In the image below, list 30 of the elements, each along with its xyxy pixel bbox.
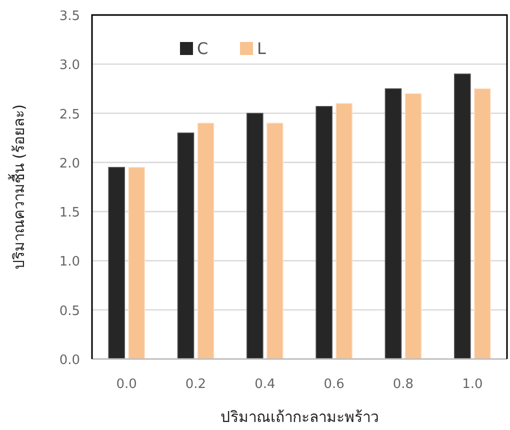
x-tick-label: 0.0	[116, 377, 137, 392]
legend-label: L	[257, 39, 266, 58]
legend-label: C	[197, 39, 208, 58]
x-tick-label: 0.2	[185, 377, 206, 392]
y-tick-label: 1.5	[59, 206, 80, 221]
y-tick-label: 0.0	[59, 353, 80, 368]
bar	[384, 88, 402, 360]
bar	[474, 88, 491, 360]
x-axis-title: ปริมาณเถ้ากะลามะพร้าว	[220, 408, 378, 426]
bar	[266, 122, 284, 360]
y-tick-label: 3.5	[59, 9, 80, 24]
bar	[177, 132, 194, 360]
bar	[246, 112, 264, 360]
y-tick-label: 0.5	[59, 304, 80, 319]
bar	[404, 93, 422, 360]
bar	[336, 103, 352, 360]
x-tick-label: 1.0	[462, 377, 483, 392]
bar	[454, 74, 471, 360]
y-axis-title: ปริมาณความชื้น (ร้อยละ)	[8, 104, 28, 270]
y-tick-label: 3.0	[59, 58, 80, 74]
y-tick-label: 2.5	[59, 107, 80, 122]
bar	[316, 106, 332, 360]
bar	[108, 166, 125, 360]
x-tick-label: 0.6	[324, 377, 344, 392]
y-tick-label: 2.0	[59, 156, 80, 172]
y-tick-label: 1.0	[59, 254, 80, 270]
x-tick-label: 0.8	[392, 377, 414, 392]
bar	[128, 166, 145, 360]
bar	[197, 122, 214, 360]
x-tick-label: 0.4	[254, 377, 276, 392]
